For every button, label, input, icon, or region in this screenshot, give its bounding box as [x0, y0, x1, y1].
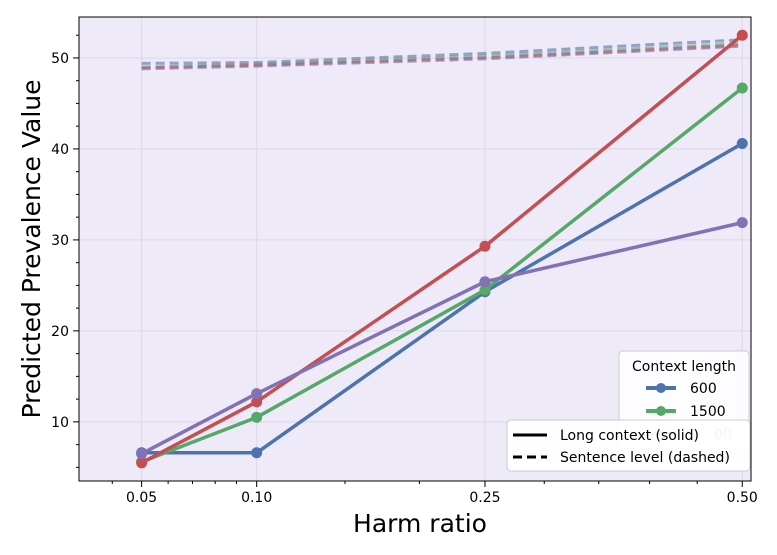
x-tick-label: 0.05: [126, 490, 157, 506]
y-axis-label: Predicted Prevalence Value: [17, 79, 46, 418]
legend-style-box: [506, 419, 751, 472]
series-point: [736, 29, 748, 41]
series-point: [479, 284, 491, 296]
plot-frame: [78, 16, 752, 482]
series-point: [136, 457, 148, 469]
y-tick-label: 40: [51, 142, 69, 158]
x-tick-label: 0.50: [727, 490, 758, 506]
legend-label-1500: 1500: [690, 404, 726, 420]
series-point: [736, 217, 748, 229]
x-axis-label: Harm ratio: [353, 509, 487, 538]
series-point: [251, 447, 263, 459]
series-point: [251, 388, 263, 400]
legend-label-600: 600: [690, 381, 717, 397]
series-line: [140, 220, 743, 456]
series-line: [140, 33, 744, 465]
series-point: [736, 137, 748, 149]
series-line: [140, 86, 744, 464]
y-tick-label: 20: [51, 324, 69, 340]
x-ticks: 0.05 0.10 0.25 0.50: [111, 481, 758, 506]
series-point: [251, 411, 263, 423]
series-layer: [136, 29, 748, 469]
series-line: [141, 141, 744, 455]
legend-context-title: Context length: [632, 359, 736, 375]
legend-label-dashed: Sentence level (dashed): [560, 450, 730, 466]
legend-swatch-marker-1500: [656, 406, 666, 416]
x-tick-label: 0.25: [469, 490, 500, 506]
series-point: [479, 276, 491, 288]
series-point: [479, 240, 491, 252]
series-point: [136, 448, 148, 460]
series-point: [736, 82, 748, 94]
x-tick-label: 0.10: [241, 490, 272, 506]
y-ticks: 10 20 30 40 50: [51, 34, 79, 468]
y-tick-label: 10: [51, 415, 69, 431]
legend-style: Long context (solid) Sentence level (das…: [506, 419, 751, 472]
legend-swatch-marker-600: [656, 383, 666, 393]
series-line-dashed: [141, 44, 743, 71]
series-point: [251, 396, 263, 408]
legend-label-solid: Long context (solid): [560, 428, 699, 444]
y-tick-label: 50: [51, 51, 69, 67]
series-line-dashed: [141, 38, 743, 65]
y-tick-label: 30: [51, 233, 69, 249]
